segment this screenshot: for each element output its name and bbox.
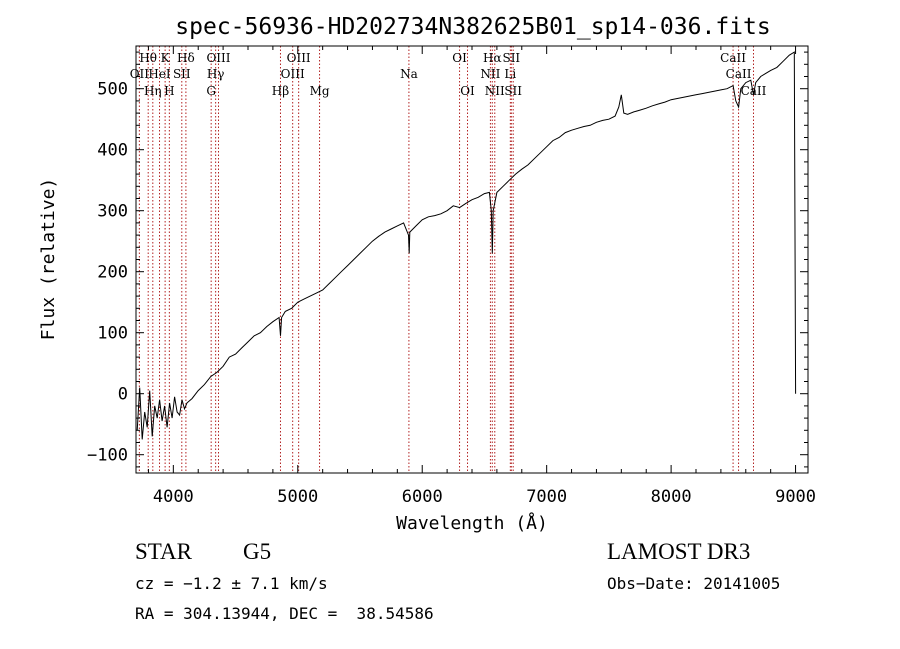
x-tick-label-5: 9000: [775, 487, 816, 507]
line-label-19: SII: [502, 51, 520, 65]
coordinates: RA = 304.13944, DEC = 38.54586: [135, 604, 434, 623]
line-label-4: HeI: [148, 67, 171, 81]
y-tick-label-1: 0: [118, 385, 128, 405]
object-class: STAR: [135, 539, 192, 564]
line-label-0: Hθ: [139, 51, 157, 65]
spectrum-line: [136, 51, 797, 440]
y-axis-label: Flux (relative): [38, 178, 59, 341]
y-tick-label-4: 300: [97, 202, 128, 222]
line-label-20: NII: [480, 67, 500, 81]
x-tick-label-4: 8000: [651, 487, 692, 507]
line-label-17: OI: [460, 84, 475, 98]
chart-title: spec-56936-HD202734N382625B01_sp14-036.f…: [175, 14, 770, 40]
y-tick-label-3: 200: [97, 263, 128, 283]
line-label-21: Li: [504, 67, 516, 81]
line-label-23: SII: [504, 84, 522, 98]
line-label-18: Hα: [483, 51, 502, 65]
line-label-15: Na: [400, 67, 418, 81]
y-axis: −100 0 100 200 300 400 500: [87, 51, 808, 468]
line-label-3: K: [161, 51, 171, 65]
line-label-16: OI: [452, 51, 467, 65]
x-tick-label-2: 6000: [402, 487, 443, 507]
obs-date: Obs−Date: 20141005: [607, 574, 781, 593]
line-label-5: H: [164, 84, 174, 98]
line-label-9: Hγ: [207, 67, 225, 81]
line-label-7: SII: [173, 67, 191, 81]
x-tick-label-1: 5000: [277, 487, 318, 507]
line-label-12: OIII: [281, 67, 305, 81]
survey-name: LAMOST DR3: [607, 539, 751, 564]
object-subclass: G5: [243, 539, 272, 564]
line-label-24: CaII: [720, 51, 746, 65]
x-tick-label-3: 7000: [526, 487, 567, 507]
spectral-line-markers: [138, 46, 754, 473]
line-label-10: G: [206, 84, 216, 98]
line-label-11: OIII: [287, 51, 311, 65]
line-label-13: Hβ: [272, 84, 289, 98]
line-label-8: OIII: [206, 51, 230, 65]
line-label-26: CaII: [741, 84, 767, 98]
x-tick-label-0: 4000: [153, 487, 194, 507]
redshift-value: cz = −1.2 ± 7.1 km/s: [135, 574, 328, 593]
y-tick-label-5: 400: [97, 141, 128, 161]
line-label-1: OII: [130, 67, 150, 81]
y-tick-label-2: 100: [97, 324, 128, 344]
line-label-14: Mg: [310, 84, 330, 98]
line-label-22: NII: [485, 84, 505, 98]
y-tick-label-6: 500: [97, 80, 128, 100]
x-axis-label: Wavelength (Å): [396, 512, 548, 534]
line-label-2: Hη: [144, 84, 162, 98]
line-label-25: CaII: [726, 67, 752, 81]
spectral-line-labels: Hθ OII Hη K HeI H Hδ SII OIII Hγ G OIII OIII Hβ Mg Na OI…: [130, 51, 767, 98]
x-axis: 4000 5000 6000 7000 8000 9000: [147, 46, 816, 507]
y-tick-label-0: −100: [87, 446, 128, 466]
plot-frame: [135, 45, 809, 474]
line-label-6: Hδ: [177, 51, 195, 65]
